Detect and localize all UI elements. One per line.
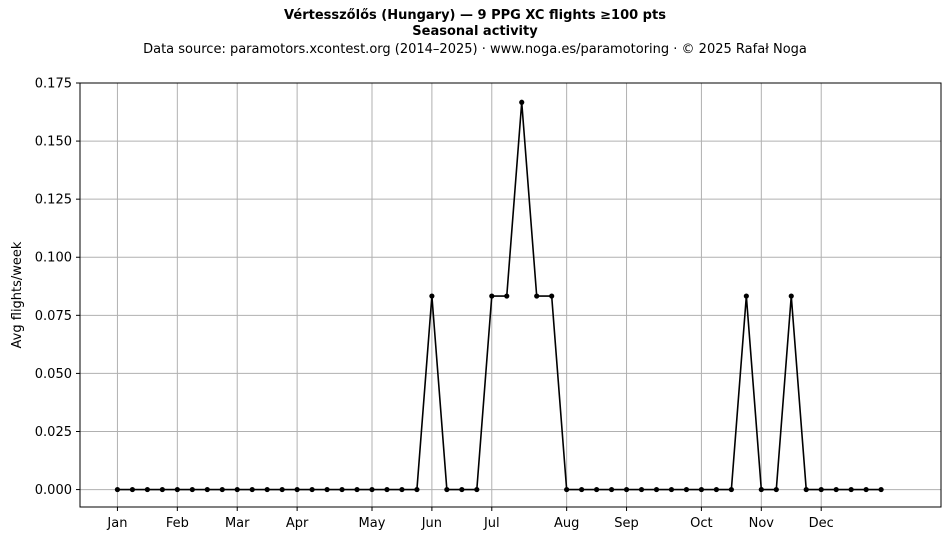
chart-caption: Data source: paramotors.xcontest.org (20… — [143, 42, 807, 57]
x-tick-label: Jun — [421, 516, 442, 531]
x-tick-label: Sep — [614, 516, 639, 531]
data-point — [653, 486, 660, 493]
data-point — [489, 293, 495, 299]
data-point — [279, 486, 285, 493]
y-tick-label: 0.100 — [35, 251, 72, 266]
chart-title: Vértesszőlős (Hungary) — 9 PPG XC flight… — [284, 8, 666, 23]
data-point — [713, 486, 719, 493]
data-point — [549, 293, 555, 299]
y-tick-label: 0.000 — [35, 483, 72, 498]
data-point — [848, 486, 854, 493]
x-tick-label: Apr — [286, 516, 309, 531]
data-point — [339, 486, 345, 493]
y-tick-label: 0.075 — [35, 309, 72, 324]
data-point — [743, 293, 749, 299]
y-axis-label: Avg flights/week — [10, 241, 25, 348]
y-tick-label: 0.175 — [35, 77, 72, 92]
data-point — [174, 486, 180, 493]
data-point — [369, 486, 375, 493]
data-point — [863, 486, 869, 493]
x-tick-label: Jan — [106, 516, 127, 531]
grid-lines — [80, 82, 941, 507]
data-point — [683, 486, 690, 493]
data-point — [294, 486, 300, 493]
data-point — [354, 486, 360, 493]
data-point — [833, 486, 839, 493]
data-point — [474, 486, 480, 493]
data-point — [264, 486, 270, 493]
data-point — [399, 486, 405, 493]
data-point — [878, 486, 884, 493]
data-point — [698, 486, 705, 493]
data-point — [504, 293, 510, 299]
data-point — [444, 486, 450, 493]
data-point — [728, 486, 734, 493]
data-point — [623, 486, 630, 493]
x-tick-label: May — [359, 516, 386, 531]
y-tick-label: 0.025 — [35, 425, 72, 440]
data-point — [159, 486, 165, 493]
data-point — [818, 486, 824, 493]
data-point — [144, 486, 150, 493]
x-tick-label: Oct — [690, 516, 712, 531]
x-tick-label: Jul — [483, 516, 500, 531]
data-point — [579, 486, 585, 493]
y-tick-label: 0.150 — [35, 135, 72, 150]
data-point — [459, 486, 465, 493]
series-line — [117, 101, 882, 491]
y-tick-label: 0.125 — [35, 193, 72, 208]
chart-subtitle: Seasonal activity — [412, 24, 538, 39]
data-point — [773, 486, 779, 493]
x-tick-label: Aug — [554, 516, 579, 531]
data-point — [534, 293, 540, 299]
data-point — [638, 486, 645, 493]
series-layer — [114, 99, 884, 493]
data-point — [384, 486, 390, 493]
chart-title-block: Vértesszőlős (Hungary) — 9 PPG XC flight… — [0, 8, 950, 58]
data-point — [129, 486, 136, 493]
x-tick-label: Nov — [749, 516, 775, 531]
data-point — [189, 486, 195, 493]
data-point — [234, 486, 240, 493]
x-tick-label: Feb — [166, 516, 189, 531]
data-point — [803, 486, 809, 493]
data-point — [594, 486, 600, 493]
data-point — [219, 486, 225, 493]
data-point — [249, 486, 255, 493]
data-point — [564, 486, 570, 493]
axes-layer: Jan Feb Mar Apr May Jun Jul Aug Sep Oct Nov Dec 0.00… — [35, 77, 834, 532]
data-point — [519, 99, 525, 105]
data-point — [414, 486, 420, 493]
data-point — [309, 486, 315, 493]
x-tick-label: Dec — [809, 516, 834, 531]
data-point — [788, 293, 794, 299]
data-point — [429, 293, 435, 299]
y-tick-label: 0.050 — [35, 367, 72, 382]
data-point — [608, 486, 615, 493]
plot-frame — [79, 82, 942, 508]
x-tick-label: Mar — [225, 516, 250, 531]
data-point — [668, 486, 675, 493]
data-point — [204, 486, 210, 493]
data-point — [758, 486, 764, 493]
data-point — [114, 486, 121, 493]
data-point — [324, 486, 330, 493]
